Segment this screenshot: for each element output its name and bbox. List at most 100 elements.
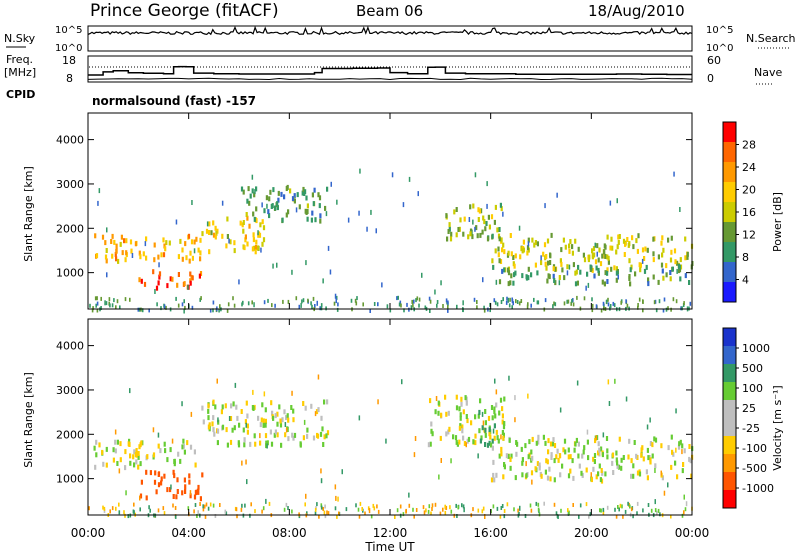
- time-tick-label: 20:00: [574, 526, 609, 540]
- power-cell: [536, 241, 539, 247]
- velocity-cell: [553, 458, 556, 464]
- power-cell: [637, 303, 639, 307]
- velocity-cell: [524, 514, 527, 518]
- power-cell: [605, 299, 608, 304]
- velocity-cell: [135, 448, 138, 453]
- power-cell: [624, 241, 627, 247]
- velocity-cell: [586, 429, 589, 435]
- velocity-cell: [472, 439, 475, 445]
- velocity-cell: [259, 422, 262, 428]
- power-cell: [511, 297, 513, 302]
- time-tick-label: 04:00: [171, 526, 206, 540]
- freq-unit: [MHz]: [4, 66, 36, 79]
- power-cell: [654, 299, 657, 304]
- power-ytick-label: 1000: [56, 267, 84, 280]
- power-cell: [574, 238, 577, 244]
- power-cell: [521, 248, 524, 254]
- power-cell: [533, 242, 536, 248]
- power-cell: [643, 256, 646, 261]
- velocity-cell: [470, 420, 473, 426]
- velocity-cell: [454, 435, 458, 441]
- power-cell: [498, 258, 501, 264]
- power-cell: [629, 281, 632, 287]
- power-cell: [560, 247, 563, 253]
- velocity-cell: [286, 427, 289, 432]
- power-cell: [442, 304, 444, 308]
- velocity-cell: [445, 506, 448, 510]
- velocity-cell: [176, 477, 179, 483]
- velocity-cell: [670, 514, 672, 519]
- velocity-cell: [630, 458, 633, 464]
- power-cell: [591, 308, 594, 313]
- power-cell: [327, 245, 330, 251]
- power-ytick-label: 4000: [56, 134, 84, 147]
- velocity-cell: [212, 415, 215, 421]
- power-cell: [684, 255, 687, 261]
- velocity-cell: [243, 437, 246, 443]
- power-cell: [115, 256, 118, 262]
- power-cell: [137, 307, 140, 312]
- velocity-cell: [326, 510, 328, 515]
- power-cell: [469, 231, 472, 237]
- velocity-cell: [137, 464, 140, 470]
- power-cell: [280, 191, 283, 197]
- power-cell: [262, 225, 266, 231]
- velocity-cell: [460, 396, 463, 402]
- power-cell: [615, 277, 618, 283]
- power-cell: [458, 226, 461, 232]
- velocity-cell: [254, 441, 257, 447]
- velocity-cell: [546, 475, 550, 481]
- power-cell: [251, 188, 254, 194]
- power-cell: [111, 233, 114, 239]
- velocity-cell: [431, 503, 434, 508]
- velocity-cell: [550, 452, 553, 458]
- power-cell: [632, 244, 635, 250]
- velocity-cell: [276, 411, 279, 417]
- velocity-cell: [572, 503, 574, 507]
- velocity-cell: [430, 421, 433, 427]
- power-cell: [562, 237, 565, 243]
- velocity-cell: [199, 513, 201, 518]
- power-cell: [612, 301, 615, 306]
- velocity-cbar-tick-label: -500: [742, 462, 767, 475]
- velocity-cell: [95, 452, 98, 458]
- velocity-cell: [500, 446, 503, 452]
- velocity-cell: [439, 511, 442, 516]
- power-cell: [526, 250, 529, 256]
- velocity-cell: [452, 434, 455, 440]
- power-cell: [282, 299, 284, 304]
- power-cell: [493, 298, 496, 303]
- power-cell: [255, 239, 258, 245]
- velocity-cell: [615, 457, 618, 463]
- velocity-cell: [455, 439, 458, 445]
- power-cell: [545, 265, 548, 271]
- power-cell: [248, 223, 251, 229]
- power-cell: [184, 305, 186, 310]
- power-cell: [139, 254, 142, 260]
- power-cell: [152, 269, 155, 275]
- velocity-cell: [232, 401, 235, 407]
- power-cell: [289, 188, 292, 194]
- velocity-cell: [298, 512, 300, 517]
- velocity-cell: [488, 427, 491, 433]
- velocity-cbar-segment: [723, 400, 736, 419]
- velocity-cell: [531, 455, 534, 461]
- velocity-cell: [509, 457, 512, 462]
- power-cell: [571, 250, 574, 256]
- power-cell: [269, 189, 272, 195]
- velocity-cell: [145, 469, 148, 475]
- velocity-cell: [139, 495, 141, 501]
- velocity-cell: [172, 494, 175, 499]
- velocity-cell: [160, 480, 163, 486]
- velocity-cell: [287, 417, 290, 423]
- velocity-cell: [445, 431, 448, 437]
- cpid-label: CPID: [6, 88, 35, 101]
- velocity-cell: [118, 502, 120, 507]
- power-cell: [514, 270, 517, 276]
- power-cell: [163, 304, 166, 310]
- velocity-cell: [500, 434, 502, 440]
- power-cell: [240, 186, 244, 192]
- velocity-cell: [654, 508, 657, 513]
- velocity-cell: [579, 503, 582, 508]
- power-cell: [665, 272, 668, 278]
